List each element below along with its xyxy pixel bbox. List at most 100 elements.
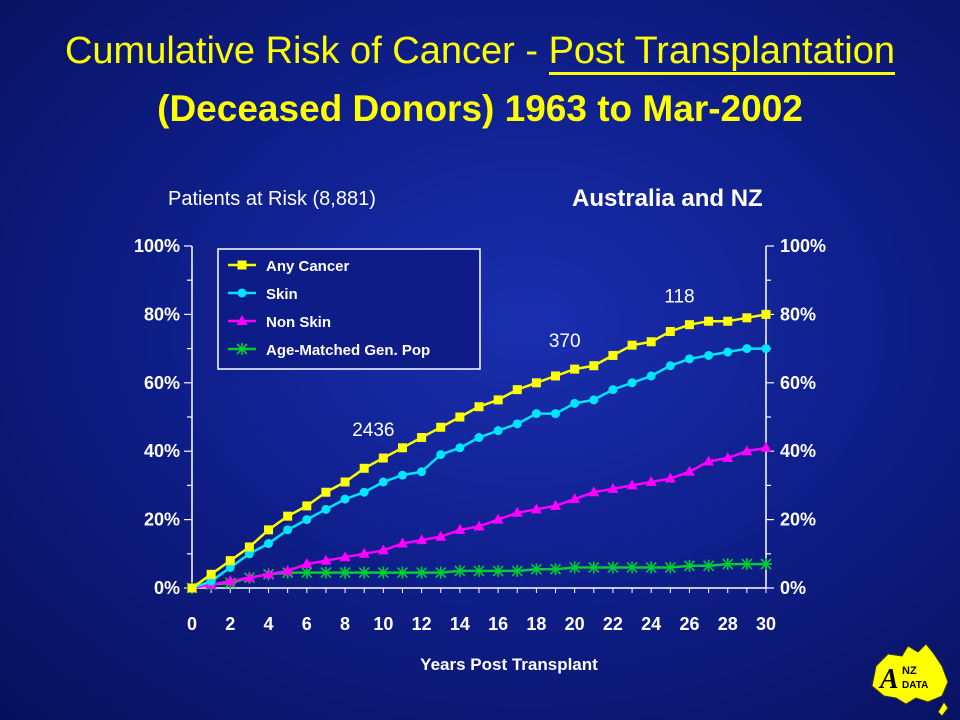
data-point-skin bbox=[474, 433, 484, 443]
data-point-skin bbox=[684, 354, 694, 364]
data-point-any-cancer bbox=[627, 340, 637, 350]
y-tick-label-right: 20% bbox=[780, 510, 816, 530]
data-point-age-matched-gen-pop bbox=[453, 564, 466, 577]
x-tick-label: 20 bbox=[565, 614, 585, 634]
data-point-any-cancer bbox=[570, 364, 580, 374]
data-point-any-cancer bbox=[684, 320, 694, 330]
data-point-skin bbox=[359, 487, 369, 497]
data-point-any-cancer bbox=[187, 583, 197, 593]
data-point-age-matched-gen-pop bbox=[434, 566, 447, 579]
data-point-non-skin bbox=[339, 551, 351, 562]
anzdata-logo: A NZ DATA bbox=[871, 643, 949, 717]
data-point-skin bbox=[608, 385, 618, 395]
data-point-skin bbox=[589, 395, 599, 405]
data-point-age-matched-gen-pop bbox=[530, 563, 543, 576]
data-point-skin bbox=[436, 450, 446, 460]
data-point-non-skin bbox=[645, 475, 657, 486]
y-tick-label-left: 40% bbox=[144, 441, 180, 461]
data-point-age-matched-gen-pop bbox=[377, 566, 390, 579]
data-point-age-matched-gen-pop bbox=[473, 564, 485, 577]
data-point-skin bbox=[531, 409, 541, 419]
data-point-non-skin bbox=[703, 455, 715, 466]
data-point-skin bbox=[646, 371, 656, 381]
x-tick-label: 12 bbox=[412, 614, 432, 634]
data-point-any-cancer bbox=[742, 313, 752, 323]
data-point-non-skin bbox=[569, 493, 581, 504]
data-point-skin bbox=[283, 525, 293, 535]
logo-nz: NZ bbox=[902, 665, 917, 677]
x-tick-label: 10 bbox=[373, 614, 393, 634]
data-point-skin bbox=[397, 470, 407, 480]
data-point-skin bbox=[627, 378, 637, 388]
data-point-skin bbox=[225, 562, 235, 572]
data-point-any-cancer bbox=[551, 371, 561, 381]
data-point-skin bbox=[761, 344, 771, 354]
data-point-any-cancer bbox=[283, 511, 293, 521]
data-point-non-skin bbox=[588, 486, 600, 497]
data-point-age-matched-gen-pop bbox=[683, 559, 696, 572]
y-tick-label-right: 0% bbox=[780, 578, 806, 598]
data-point-age-matched-gen-pop bbox=[626, 561, 639, 574]
data-point-age-matched-gen-pop bbox=[396, 566, 409, 579]
data-point-age-matched-gen-pop bbox=[664, 561, 677, 574]
data-point-non-skin bbox=[416, 534, 428, 545]
data-point-any-cancer bbox=[646, 337, 656, 347]
title-part2-underlined: Post Transplantation bbox=[548, 30, 896, 75]
data-point-skin bbox=[704, 350, 714, 360]
data-point-age-matched-gen-pop bbox=[415, 566, 428, 579]
y-tick-label-left: 20% bbox=[144, 510, 180, 530]
patients-at-risk-label: Patients at Risk (8,881) bbox=[168, 188, 376, 210]
legend-item-non-skin-label: Non Skin bbox=[266, 314, 331, 331]
legend-item-skin-marker bbox=[237, 288, 247, 298]
data-point-any-cancer bbox=[665, 327, 675, 336]
x-axis-label: Years Post Transplant bbox=[420, 655, 598, 674]
data-point-non-skin bbox=[664, 472, 676, 483]
data-point-age-matched-gen-pop bbox=[721, 558, 734, 571]
data-point-non-skin bbox=[243, 571, 255, 582]
data-point-non-skin bbox=[492, 513, 504, 524]
data-point-age-matched-gen-pop bbox=[606, 561, 619, 574]
annotation-label: 370 bbox=[549, 331, 581, 352]
data-point-any-cancer bbox=[340, 477, 350, 487]
data-point-non-skin bbox=[530, 503, 542, 514]
x-tick-label: 28 bbox=[718, 614, 738, 634]
data-point-age-matched-gen-pop bbox=[587, 561, 600, 574]
y-tick-label-left: 0% bbox=[154, 578, 180, 598]
data-point-any-cancer bbox=[397, 443, 407, 453]
legend-item-non-skin-marker bbox=[236, 315, 248, 325]
data-point-skin bbox=[302, 515, 312, 525]
data-point-any-cancer bbox=[608, 350, 618, 360]
y-tick-label-left: 80% bbox=[144, 304, 180, 324]
data-point-age-matched-gen-pop bbox=[760, 558, 772, 571]
data-point-any-cancer bbox=[436, 422, 446, 432]
data-point-any-cancer bbox=[321, 487, 331, 497]
y-tick-label-right: 60% bbox=[780, 373, 816, 393]
y-tick-label-right: 40% bbox=[780, 441, 816, 461]
data-point-non-skin bbox=[358, 547, 370, 558]
data-point-any-cancer bbox=[531, 378, 541, 388]
data-point-non-skin bbox=[741, 445, 753, 456]
legend-item-skin-label: Skin bbox=[266, 286, 298, 303]
x-tick-label: 26 bbox=[679, 614, 699, 634]
logo-letter-a: A bbox=[878, 664, 899, 695]
data-point-skin bbox=[321, 504, 331, 514]
chart-subtitle: (Deceased Donors) 1963 to Mar-2002 bbox=[157, 88, 803, 129]
data-point-non-skin bbox=[454, 523, 466, 534]
data-point-age-matched-gen-pop bbox=[568, 561, 581, 574]
data-point-skin bbox=[244, 549, 254, 559]
data-point-any-cancer bbox=[589, 361, 599, 371]
data-point-any-cancer bbox=[417, 433, 427, 443]
data-point-non-skin bbox=[224, 575, 236, 586]
data-point-non-skin bbox=[550, 499, 562, 510]
x-tick-label: 24 bbox=[641, 614, 661, 634]
data-point-non-skin bbox=[301, 558, 313, 569]
x-tick-label: 0 bbox=[187, 614, 197, 634]
data-point-age-matched-gen-pop bbox=[358, 566, 371, 579]
data-point-any-cancer bbox=[225, 556, 235, 566]
y-tick-label-left: 100% bbox=[134, 236, 180, 256]
x-tick-label: 8 bbox=[340, 614, 350, 634]
data-point-any-cancer bbox=[493, 395, 503, 405]
data-point-skin bbox=[723, 347, 733, 357]
y-tick-label-right: 100% bbox=[780, 236, 826, 256]
data-point-skin bbox=[493, 426, 503, 436]
